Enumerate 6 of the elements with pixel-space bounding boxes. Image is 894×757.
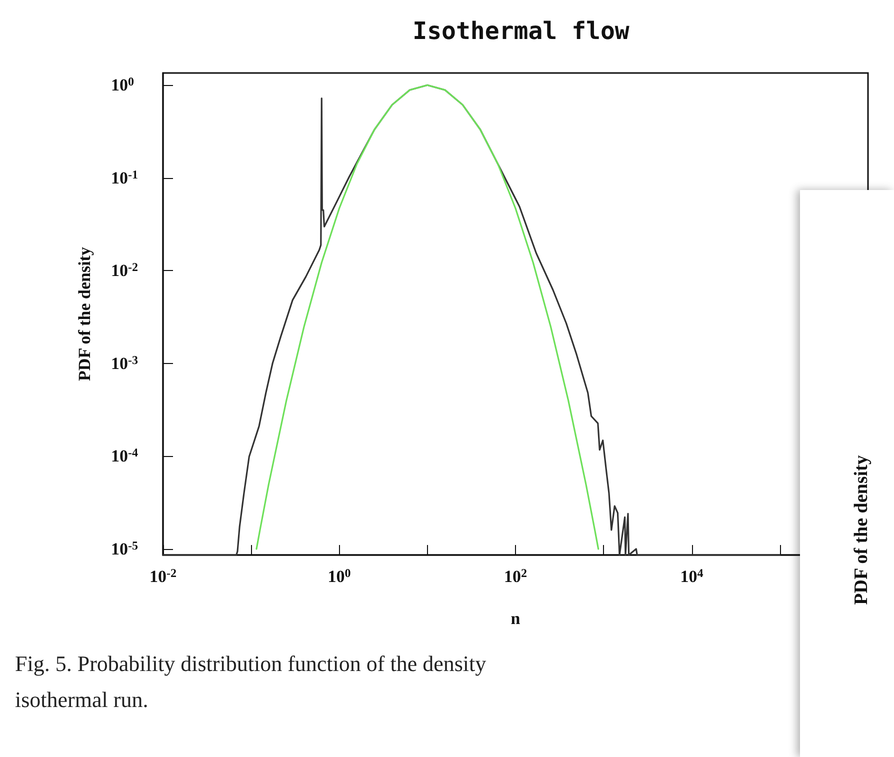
- x-axis-title: n: [510, 609, 521, 628]
- caption: Fig. 5. Probability distribution function of the density: [15, 650, 486, 678]
- text: isothermal run.: [15, 686, 150, 714]
- y-axis-title: PDF of the density: [75, 246, 94, 381]
- text: PDF of the density: [851, 455, 873, 605]
- chart-title: Isothermal flow: [412, 17, 630, 45]
